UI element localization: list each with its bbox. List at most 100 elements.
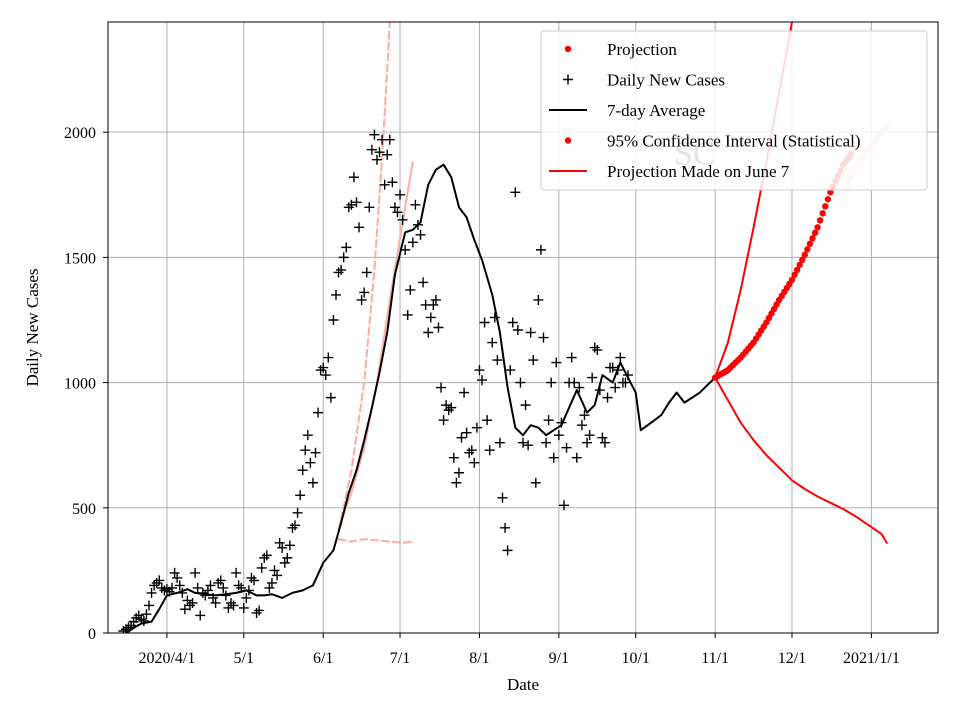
daily-case-marker <box>364 202 375 213</box>
daily-case-marker <box>441 400 452 411</box>
daily-case-marker <box>502 545 513 556</box>
daily-case-marker <box>292 507 303 518</box>
daily-case-marker <box>251 607 262 618</box>
daily-case-marker <box>392 207 403 218</box>
daily-case-marker <box>241 592 252 603</box>
x-tick-label: 5/1 <box>234 650 254 667</box>
daily-case-marker <box>474 365 485 376</box>
legend-dot-icon <box>564 137 572 144</box>
daily-case-marker <box>341 242 352 253</box>
projection-dot <box>819 210 826 217</box>
daily-case-marker <box>418 277 429 288</box>
daily-case-marker <box>589 342 600 353</box>
daily-case-marker <box>261 550 272 561</box>
daily-case-marker <box>305 457 316 468</box>
daily-case-marker <box>287 522 298 533</box>
x-tick-label: 8/1 <box>469 650 489 667</box>
june7-projection-lower <box>337 538 414 544</box>
daily-case-marker <box>471 422 482 433</box>
daily-case-marker <box>141 609 152 620</box>
daily-case-marker <box>330 289 341 300</box>
projection-dot <box>788 276 796 284</box>
daily-case-marker <box>546 377 557 388</box>
daily-case-marker <box>533 294 544 305</box>
daily-case-marker <box>443 405 454 416</box>
projection-dot <box>799 256 806 264</box>
daily-case-marker <box>359 287 370 298</box>
daily-case-marker <box>489 312 500 323</box>
daily-case-marker <box>438 415 449 426</box>
projection-dot <box>824 196 832 203</box>
daily-case-marker <box>433 322 444 333</box>
daily-case-marker <box>167 582 178 593</box>
daily-case-marker <box>464 447 475 458</box>
daily-case-marker <box>279 557 290 568</box>
daily-case-marker <box>325 392 336 403</box>
daily-case-marker <box>395 189 406 200</box>
daily-case-marker <box>336 264 347 275</box>
daily-case-marker <box>249 575 260 586</box>
daily-case-marker <box>535 244 546 255</box>
daily-case-marker <box>169 567 180 578</box>
daily-case-marker <box>543 415 554 426</box>
daily-case-marker <box>333 267 344 278</box>
legend-label: Projection <box>607 40 677 59</box>
daily-case-marker <box>151 577 162 588</box>
daily-case-marker <box>584 430 595 441</box>
daily-case-marker <box>307 477 318 488</box>
x-tick-label: 2020/4/1 <box>138 650 195 667</box>
daily-case-marker <box>582 437 593 448</box>
daily-case-marker <box>512 325 523 336</box>
daily-case-marker <box>505 365 516 376</box>
june7-projection-central <box>337 161 414 529</box>
daily-case-marker <box>405 284 416 295</box>
daily-case-marker <box>425 312 436 323</box>
y-tick-label: 500 <box>72 501 96 518</box>
daily-case-marker <box>507 317 518 328</box>
daily-case-marker <box>246 572 257 583</box>
daily-case-marker <box>538 332 549 343</box>
legend-label: 95% Confidence Interval (Statistical) <box>607 132 861 151</box>
y-tick-label: 0 <box>88 626 96 643</box>
june7-projection-upper <box>337 22 391 532</box>
daily-case-marker <box>138 615 149 626</box>
projection-dot <box>827 189 834 196</box>
daily-case-marker <box>477 375 488 386</box>
daily-case-marker <box>461 427 472 438</box>
daily-case-marker <box>174 580 185 591</box>
daily-case-marker <box>525 327 536 338</box>
daily-case-marker <box>561 442 572 453</box>
daily-case-marker <box>233 580 244 591</box>
daily-case-marker <box>143 600 154 611</box>
projection-dot <box>793 266 801 274</box>
daily-case-marker <box>574 382 585 393</box>
daily-case-marker <box>497 492 508 503</box>
daily-case-marker <box>482 415 493 426</box>
daily-case-marker <box>410 199 421 210</box>
y-tick-label: 2000 <box>64 125 96 142</box>
x-tick-label: 6/1 <box>313 650 333 667</box>
daily-case-marker <box>361 267 372 278</box>
daily-case-marker <box>615 352 626 363</box>
daily-case-marker <box>379 179 390 190</box>
daily-case-marker <box>566 352 577 363</box>
legend-label: Daily New Cases <box>607 71 725 90</box>
projection-dot <box>809 235 816 242</box>
daily-case-marker <box>259 552 270 563</box>
daily-case-marker <box>528 355 539 366</box>
daily-case-marker <box>187 597 198 608</box>
daily-case-marker <box>184 600 195 611</box>
daily-case-marker <box>558 500 569 511</box>
daily-case-marker <box>479 317 490 328</box>
legend-dot-icon <box>564 45 572 53</box>
legend-plus-icon <box>563 74 573 85</box>
daily-case-marker <box>118 625 129 633</box>
daily-case-marker <box>159 585 170 596</box>
projection-dot <box>811 229 819 237</box>
daily-case-marker <box>448 452 459 463</box>
daily-case-marker <box>215 575 226 586</box>
daily-case-marker <box>310 447 321 458</box>
legend-item: 95% Confidence Interval (Statistical) <box>564 132 861 151</box>
daily-case-marker <box>551 357 562 368</box>
daily-case-marker <box>459 387 470 398</box>
